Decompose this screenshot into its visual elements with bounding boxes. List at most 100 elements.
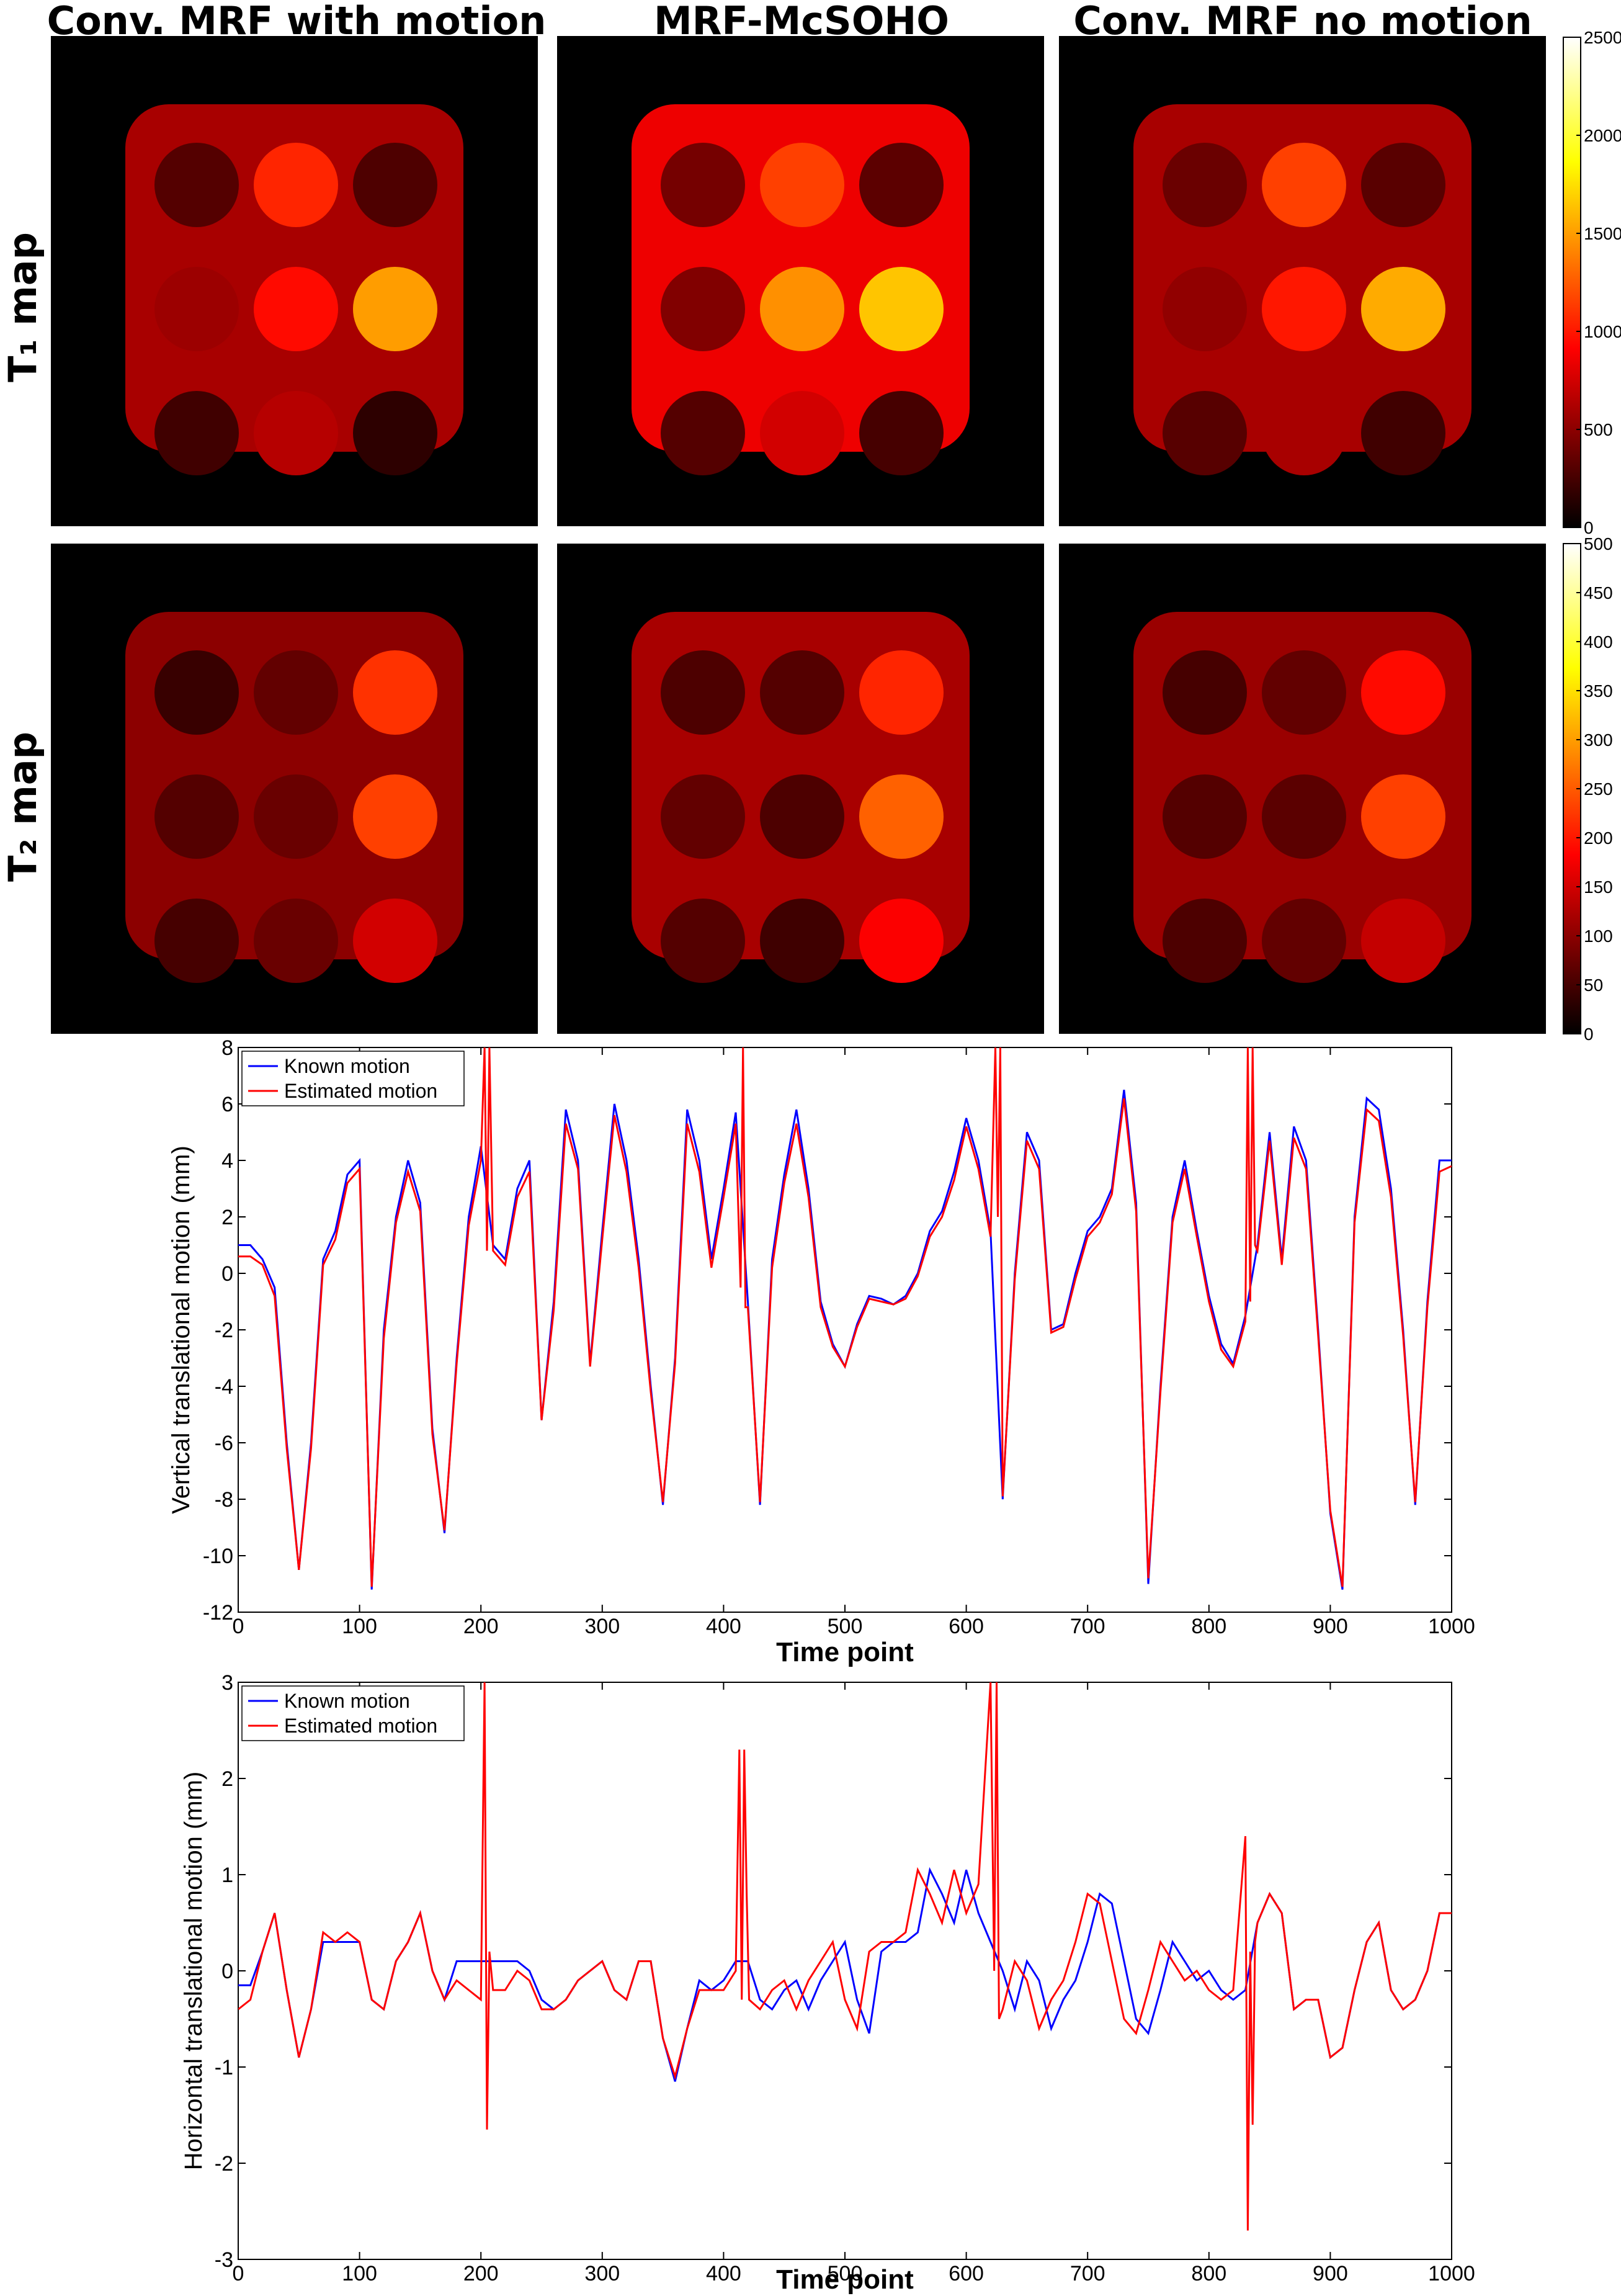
vial <box>154 650 239 735</box>
legend-known-label: Known motion <box>284 1690 410 1712</box>
x-tick-label: 700 <box>1070 1615 1105 1638</box>
row-label-t2: T₂ map <box>0 732 45 882</box>
x-tick-label: 800 <box>1191 2262 1226 2285</box>
vial <box>1163 650 1247 735</box>
vial <box>661 899 745 983</box>
vial <box>353 650 437 735</box>
x-tick-label: 200 <box>463 1615 499 1638</box>
legend-estimated-label: Estimated motion <box>284 1715 437 1737</box>
vial <box>1163 391 1247 475</box>
horizontal-xlabel: Time point <box>776 2264 914 2295</box>
map-panel-t1-2 <box>557 36 1044 526</box>
horizontal-legend: Known motion Estimated motion <box>241 1685 465 1741</box>
colorbar-tick-label: 0 <box>1584 1025 1594 1044</box>
y-tick-label: 8 <box>221 1036 233 1060</box>
vial <box>1361 143 1445 227</box>
colorbar-tick-label: 200 <box>1584 828 1613 848</box>
y-tick-label: -10 <box>203 1545 233 1568</box>
vial <box>1262 899 1346 983</box>
vertical-legend: Known motion Estimated motion <box>241 1051 465 1106</box>
t1-colorbar: 0 500 1000 1500 2000 2500 <box>1563 28 1621 537</box>
vial <box>353 143 437 227</box>
vertical-motion-plot: 0 100 200 300 400 500 600 700 800 900 1000 -12 -10 -8… <box>167 1036 1475 1667</box>
x-tick-label: 600 <box>949 1615 984 1638</box>
vial <box>1361 267 1445 351</box>
y-tick-label: -2 <box>215 2152 233 2176</box>
colorbar-tick-label: 300 <box>1584 730 1613 750</box>
colorbar-tick-label: 50 <box>1584 975 1603 995</box>
y-tick-label: 2 <box>221 1206 233 1229</box>
vial <box>859 899 944 983</box>
vial <box>760 267 844 351</box>
y-tick-label: -1 <box>215 2056 233 2079</box>
y-tick-label: -2 <box>215 1319 233 1342</box>
y-tick-label: -12 <box>203 1601 233 1625</box>
x-tick-label: 300 <box>584 2262 620 2285</box>
vial <box>760 774 844 859</box>
x-tick-label: 600 <box>949 2262 984 2285</box>
vial <box>1361 650 1445 735</box>
colorbar-tick-label: 500 <box>1584 420 1613 439</box>
x-tick-label: 100 <box>342 1615 377 1638</box>
vial <box>1163 899 1247 983</box>
colorbar-tick-label: 2000 <box>1584 126 1621 145</box>
vial <box>1163 143 1247 227</box>
colorbar-tick-label: 2500 <box>1584 28 1621 47</box>
x-tick-label: 500 <box>828 1615 863 1638</box>
vial <box>760 391 844 475</box>
x-tick-label: 300 <box>584 1615 620 1638</box>
vial <box>1163 267 1247 351</box>
vial <box>353 267 437 351</box>
colorbar-tick-label: 100 <box>1584 926 1613 946</box>
vial <box>1262 650 1346 735</box>
x-tick-label: 0 <box>233 2262 244 2285</box>
x-tick-label: 1000 <box>1428 1615 1475 1638</box>
vial <box>661 774 745 859</box>
colorbar-tick-label: 1000 <box>1584 322 1621 341</box>
t2-colorbar: 0 50 100 150 200 250 300 350 400 450 500 <box>1563 534 1613 1044</box>
vial <box>760 650 844 735</box>
map-panel-t1-3 <box>1059 36 1546 526</box>
legend-estimated-label: Estimated motion <box>284 1080 437 1102</box>
horizontal-ylabel: Horizontal translational motion (mm) <box>180 1772 207 2170</box>
vial <box>859 774 944 859</box>
vial <box>1262 774 1346 859</box>
y-tick-label: -4 <box>215 1375 233 1399</box>
x-tick-label: 800 <box>1191 1615 1226 1638</box>
map-panel-t1-1 <box>51 36 538 526</box>
x-tick-label: 900 <box>1313 1615 1348 1638</box>
vial <box>1262 143 1346 227</box>
y-tick-label: 2 <box>221 1767 233 1791</box>
vial <box>353 391 437 475</box>
legend-known-label: Known motion <box>284 1055 410 1077</box>
colorbar-tick-label: 250 <box>1584 779 1613 799</box>
y-tick-label: 1 <box>221 1863 233 1887</box>
y-tick-label: 0 <box>221 1262 233 1286</box>
colorbar-tick-label: 150 <box>1584 877 1613 897</box>
vial <box>661 143 745 227</box>
map-panel-t2-3 <box>1059 544 1546 1034</box>
vial <box>254 774 338 859</box>
vial <box>859 391 944 475</box>
vial <box>859 267 944 351</box>
vial <box>154 143 239 227</box>
vertical-ylabel: Vertical translational motion (mm) <box>167 1146 195 1514</box>
vial <box>353 774 437 859</box>
map-panels <box>51 36 1546 1034</box>
vial <box>760 143 844 227</box>
vertical-estimated-motion-line <box>238 1047 1452 1587</box>
x-tick-label: 900 <box>1313 2262 1348 2285</box>
vial <box>254 267 338 351</box>
row-label-t1: T₁ map <box>0 232 45 382</box>
x-tick-label: 200 <box>463 2262 499 2285</box>
colorbar-tick-label: 500 <box>1584 534 1613 554</box>
vial <box>254 391 338 475</box>
colorbar-tick-label: 0 <box>1584 518 1594 537</box>
colorbar-tick-label: 400 <box>1584 632 1613 652</box>
x-tick-label: 100 <box>342 2262 377 2285</box>
vial <box>859 143 944 227</box>
y-tick-label: -6 <box>215 1432 233 1455</box>
vial <box>1262 391 1346 475</box>
x-tick-label: 400 <box>706 1615 741 1638</box>
